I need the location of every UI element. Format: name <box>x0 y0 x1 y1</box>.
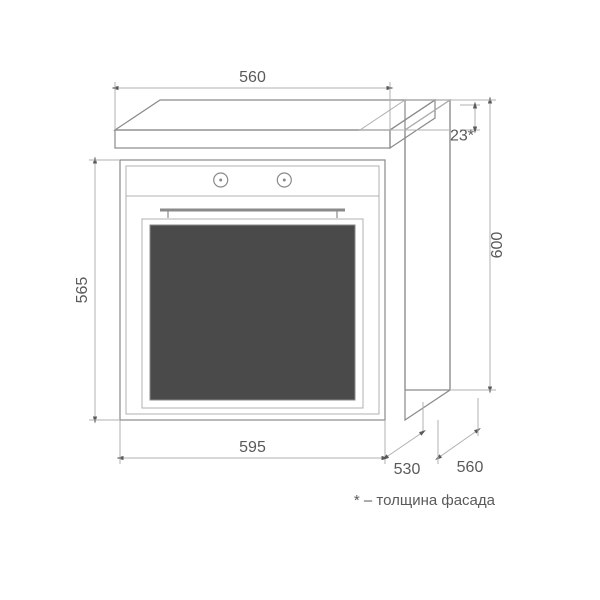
dim-label: 560 <box>239 69 266 86</box>
dim-label: 595 <box>239 439 266 456</box>
dim-line <box>438 430 478 458</box>
dim-label: 600 <box>489 232 506 259</box>
dim-label: 560 <box>457 459 484 476</box>
dim-line <box>385 432 423 458</box>
dim-label: 565 <box>74 277 91 304</box>
oven-window <box>150 225 355 400</box>
dim-label: 530 <box>394 461 421 478</box>
dim-label: 23* <box>450 128 474 145</box>
footnote: * – толщина фасада <box>354 492 496 509</box>
